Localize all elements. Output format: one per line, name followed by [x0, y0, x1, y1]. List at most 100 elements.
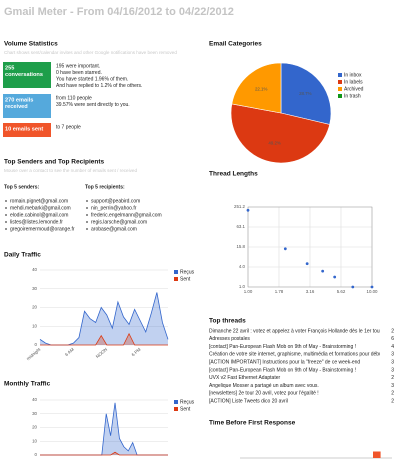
- y-tick-label: 40: [32, 267, 37, 272]
- area-fill: [40, 292, 168, 345]
- x-tick-label: 6 PM: [130, 347, 141, 358]
- legend-label: Sent: [180, 406, 191, 412]
- point: [351, 285, 355, 289]
- point: [321, 269, 325, 273]
- thread-subject: Angelique Mosser a partagé un album avec…: [209, 383, 319, 389]
- section-title: Volume Statistics: [4, 41, 58, 48]
- legend-label: Reçus: [180, 269, 195, 275]
- bullet: [86, 214, 88, 216]
- thread-count: 3: [391, 383, 394, 389]
- x-tick-label: 10.00: [367, 289, 379, 294]
- section-title: Top Senders and Top Recipients: [4, 159, 105, 166]
- thread-count: 2: [391, 375, 394, 381]
- contact-email: nin_perrin@yahoo.fr: [91, 205, 137, 211]
- stat-box-label: conversations: [5, 72, 43, 78]
- y-tick-label: 0: [35, 342, 38, 347]
- y-tick-label: 0: [35, 452, 38, 457]
- thread-count: 2: [391, 328, 394, 334]
- stat-detail: from 110 people: [56, 95, 92, 101]
- y-tick-label: 251.2: [234, 204, 246, 209]
- thread-subject: [contact] Pan-European Flash Mob on 9th …: [209, 344, 356, 350]
- stat-detail: 39.57% were sent directly to you.: [56, 102, 130, 108]
- stat-detail: 195 were important.: [56, 63, 100, 69]
- contact-email: support@peabird.com: [91, 198, 140, 204]
- page-title: Gmail Meter - From 04/16/2012 to 04/22/2…: [4, 6, 234, 18]
- pie-slice: [231, 62, 282, 114]
- stat-box: [3, 123, 51, 137]
- legend-label: In labels: [344, 79, 363, 85]
- contact-email: listes@listes.lemonde.fr: [10, 219, 63, 225]
- series-line: [40, 451, 168, 456]
- contact-email: mehdi.mebarki@gmail.com: [10, 205, 71, 211]
- point: [370, 285, 374, 289]
- bullet: [5, 214, 7, 216]
- chart-title: Thread Lengths: [209, 171, 258, 178]
- legend-swatch: [174, 407, 178, 411]
- chart-title: Daily Traffic: [4, 252, 41, 259]
- stat-box: [3, 94, 51, 118]
- thread-subject: Dimanche 22 avril : votez et appelez à v…: [209, 328, 382, 334]
- bullet: [86, 200, 88, 202]
- stat-box-label: 270 emails: [5, 97, 33, 103]
- pie-slice: [230, 103, 331, 164]
- chart-title: Email Categories: [209, 41, 262, 48]
- slice-label: 22.1%: [255, 86, 268, 91]
- thread-count: 2: [391, 391, 394, 397]
- stat-box-label: 10 emails sent: [5, 126, 43, 132]
- stat-detail: 0 have been starred.: [56, 70, 102, 76]
- x-tick-label: midnight: [25, 346, 42, 361]
- bullet: [86, 228, 88, 230]
- thread-count: 3: [391, 352, 394, 358]
- y-tick-label: 63.1: [236, 224, 245, 229]
- point: [333, 275, 337, 279]
- chart-title: Monthly Traffic: [4, 381, 51, 388]
- chart-title: Time Before First Response: [209, 420, 296, 427]
- slice-label: 28.7%: [299, 91, 312, 96]
- x-tick-label: 1.00: [244, 289, 253, 294]
- x-tick-label: NOON: [95, 347, 108, 359]
- bullet: [86, 221, 88, 223]
- area-fill: [40, 333, 168, 345]
- thread-subject: [newsletters] 2e tour 20 avril, votez po…: [209, 391, 319, 397]
- contact-email: romain.pignet@gmail.com: [10, 198, 68, 204]
- thread-subject: [ACTION] Liste Tweets dico 20 avril: [209, 399, 288, 405]
- thread-count: 3: [391, 360, 394, 366]
- thread-subject: Adresses postales: [209, 336, 250, 342]
- pie-slice: [280, 62, 332, 125]
- slice-label: 49.2%: [268, 140, 281, 145]
- stat-box-label: 255: [5, 65, 14, 71]
- legend-label: Sent: [180, 276, 191, 282]
- legend-swatch: [174, 277, 178, 281]
- section-note: Mouse over a contact to see the number o…: [4, 168, 137, 173]
- y-tick-label: 20: [32, 425, 37, 430]
- thread-count: 4: [391, 344, 394, 350]
- bullet: [86, 207, 88, 209]
- y-tick-label: 20: [32, 305, 37, 310]
- y-tick-label: 10: [32, 323, 37, 328]
- legend-swatch: [174, 400, 178, 404]
- legend-swatch: [338, 73, 342, 77]
- series-line: [40, 332, 168, 346]
- contact-email: frederic.engelmann@gmail.com: [91, 212, 162, 218]
- legend-swatch: [338, 87, 342, 91]
- x-tick-label: 6 AM: [64, 347, 75, 357]
- y-tick-label: 30: [32, 286, 37, 291]
- bullet: [5, 221, 7, 223]
- stat-box-label: received: [5, 104, 28, 110]
- section-title: Top threads: [209, 318, 246, 325]
- legend-swatch: [338, 80, 342, 84]
- thread-count: 3: [391, 367, 394, 373]
- stat-detail: And have replied to 1.2% of the others.: [56, 83, 142, 89]
- y-tick-label: 40: [32, 397, 37, 402]
- y-tick-label: 4.0: [239, 264, 246, 269]
- y-tick-label: 1.0: [239, 284, 246, 289]
- bullet: [5, 200, 7, 202]
- stat-box: [3, 62, 51, 88]
- point: [305, 262, 309, 266]
- section-note: Chart shows sent/calendar invites and ot…: [4, 50, 177, 55]
- bullet: [5, 228, 7, 230]
- contact-email: regis.larsche@gmail.com: [91, 219, 147, 225]
- bullet: [5, 207, 7, 209]
- contact-email: gregoiremermoud@orange.fr: [10, 226, 75, 232]
